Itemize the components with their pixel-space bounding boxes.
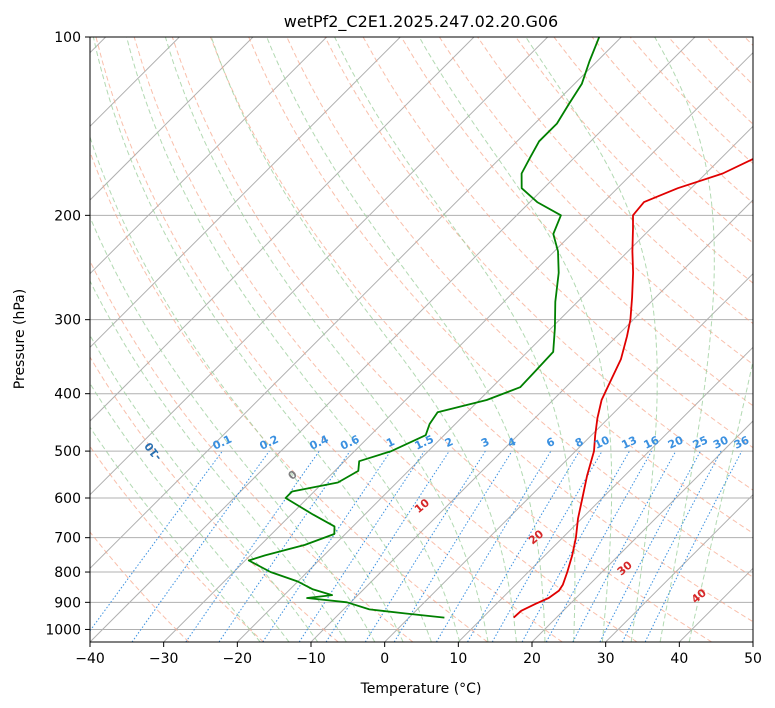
mixing-ratio-line [599, 450, 701, 642]
moist-adiabat [334, 37, 576, 642]
x-tick-label: −20 [223, 651, 253, 667]
dry-adiabat [90, 531, 190, 642]
x-tick-label: −30 [149, 651, 179, 667]
dry-adiabat [171, 37, 712, 642]
y-tick-label: 200 [54, 208, 81, 224]
mixing-ratio-line [621, 450, 722, 642]
mixing-ratio-line [521, 450, 630, 642]
dry-adiabat [90, 356, 339, 642]
y-tick-label: 100 [54, 30, 81, 46]
dewpoint-profile [247, 37, 601, 619]
x-axis-label: Temperature (°C) [360, 681, 482, 697]
moist-adiabat [90, 135, 404, 642]
x-tick-label: 40 [670, 651, 688, 667]
y-tick-label: 300 [54, 313, 81, 329]
x-tick-label: 0 [380, 651, 389, 667]
isotherm [90, 37, 328, 275]
dry-adiabat [210, 37, 753, 623]
isotherm [531, 420, 753, 642]
dry-adiabat [90, 445, 264, 642]
dry-adiabat [400, 37, 753, 407]
y-tick-label: 500 [54, 444, 81, 460]
temperature-profile [513, 158, 753, 619]
dry-adiabat [95, 37, 563, 642]
mixing-ratio-label: 36 [732, 433, 752, 451]
mixing-ratio-line [393, 450, 513, 642]
dry-adiabat [90, 150, 488, 642]
isotherm [90, 37, 622, 570]
moist-adiabat [90, 215, 376, 642]
mixing-ratio-line [364, 450, 486, 642]
moist-adiabat [90, 334, 319, 642]
mixing-ratio-line [435, 450, 552, 642]
dry-adiabat [248, 37, 753, 578]
moist-adiabat [126, 37, 461, 642]
y-tick-label: 1000 [45, 622, 81, 638]
x-tick-label: 10 [449, 651, 467, 667]
profiles [247, 37, 753, 619]
background-lines [90, 37, 753, 642]
mixing-ratio-line [218, 450, 351, 642]
mixing-ratio-line [90, 450, 223, 632]
isotherm [384, 272, 753, 642]
moist-adiabat [90, 382, 290, 642]
dry-adiabat [438, 37, 753, 366]
moist-adiabat [418, 37, 613, 642]
moist-adiabat [90, 426, 261, 642]
moist-adiabat [525, 37, 658, 642]
isotherm [90, 37, 401, 349]
y-tick-label: 400 [54, 387, 81, 403]
moist-adiabat [688, 358, 753, 642]
dry-adiabat [133, 37, 638, 642]
isotherm [163, 51, 753, 642]
moist-adiabat [92, 37, 432, 642]
chart-title: wetPf2_C2E1.2025.247.02.20.G06 [284, 12, 558, 32]
x-tick-label: 30 [597, 651, 615, 667]
isotherm [605, 493, 753, 642]
y-tick-label: 700 [54, 531, 81, 547]
mixing-ratio-line [545, 450, 653, 642]
plot-frame [89, 36, 754, 643]
mixing-ratio-line [325, 450, 450, 642]
moist-adiabat [210, 37, 517, 642]
x-tick-label: −10 [296, 651, 326, 667]
isotherm [90, 37, 549, 496]
isotherm [90, 37, 254, 201]
mixing-ratio-label: 10 [592, 433, 612, 451]
x-tick-label: 20 [523, 651, 541, 667]
dry-adiabat [90, 259, 414, 642]
y-axis-label: Pressure (hPa) [12, 289, 28, 389]
isotherm [236, 125, 753, 642]
mixing-ratio-label: 30 [711, 433, 731, 451]
mixing-ratio-label: 13 [620, 434, 639, 452]
axes: −40 −30 −20 −10 0 10 20 30 40 50 100 200 300 400 500 60… [45, 30, 762, 667]
mixing-ratio-line [131, 450, 270, 642]
y-tick-label: 600 [54, 491, 81, 507]
curve-labels: -100-90-80-70-60-50-40-30-20-10010203040… [142, 433, 752, 607]
moist-adiabat [164, 37, 489, 642]
dry-adiabat [515, 37, 753, 284]
mixing-ratio-line [298, 450, 425, 642]
mixing-ratio-line [644, 450, 743, 642]
isotherm [90, 37, 475, 422]
isotherm [90, 37, 696, 642]
y-tick-label: 800 [54, 565, 81, 581]
y-tick-label: 900 [54, 595, 81, 611]
x-tick-label: −40 [75, 651, 105, 667]
mixing-ratio-label: 20 [666, 433, 686, 451]
isotherm [457, 346, 753, 642]
dry-adiabat [324, 37, 753, 491]
x-tick-label: 50 [744, 651, 762, 667]
mixing-ratio-line [262, 450, 392, 642]
mixing-ratio-line [572, 450, 677, 642]
mixing-ratio-label: 16 [642, 433, 662, 451]
mixing-ratio-label: 25 [691, 434, 710, 452]
moist-adiabat [654, 37, 715, 642]
